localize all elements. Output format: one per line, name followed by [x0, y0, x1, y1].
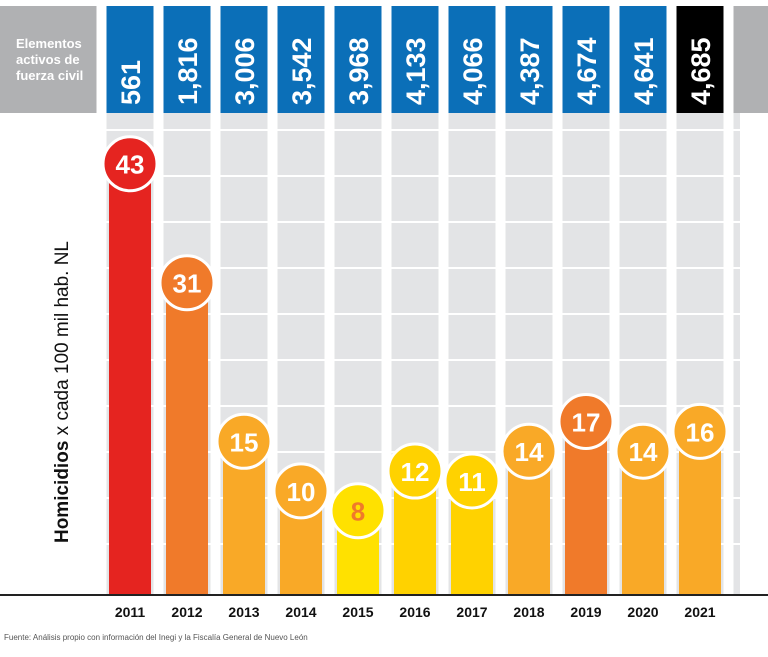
elements-count: 3,968 [344, 37, 374, 105]
header-cell [448, 6, 496, 113]
y-axis-label: Homicidios x cada 100 mil hab. NL [52, 241, 73, 543]
bar [679, 435, 721, 594]
elements-count: 3,006 [230, 37, 260, 105]
header-cell [220, 6, 268, 113]
value-circle [443, 452, 501, 510]
x-tick-label: 2012 [171, 604, 202, 620]
column-gap [495, 6, 506, 594]
value-label: 16 [686, 417, 715, 447]
value-label: 17 [572, 407, 601, 437]
value-circle [101, 135, 159, 193]
x-tick-label: 2015 [342, 604, 373, 620]
bar [109, 167, 151, 594]
column-gap [267, 6, 278, 594]
header-cell [619, 6, 667, 113]
value-label: 15 [230, 427, 259, 457]
elements-count: 4,685 [686, 37, 716, 105]
bar [565, 425, 607, 594]
y-axis-label-bold: Homicidios [52, 441, 73, 543]
column-gap [552, 6, 563, 594]
column-gap [438, 6, 449, 594]
header-cell [163, 6, 211, 113]
value-label: 12 [401, 457, 430, 487]
column-gap [324, 6, 335, 594]
x-tick-label: 2018 [513, 604, 544, 620]
x-tick-label: 2020 [627, 604, 658, 620]
value-circle [500, 422, 558, 480]
x-tick-label: 2016 [399, 604, 430, 620]
column-gap [723, 6, 734, 594]
value-label: 10 [287, 477, 316, 507]
value-label: 31 [173, 269, 202, 299]
x-tick-label: 2013 [228, 604, 259, 620]
value-circle [557, 392, 615, 450]
bar [166, 286, 208, 594]
header-label-line: activos de [16, 52, 80, 67]
header-cell [562, 6, 610, 113]
column-gap [666, 6, 677, 594]
source-note: Fuente: Análisis propio con información … [4, 633, 308, 642]
elements-count: 4,641 [629, 37, 659, 105]
column-gap [153, 6, 164, 594]
value-label: 14 [629, 437, 658, 467]
value-label: 43 [116, 150, 145, 180]
column-gap [96, 6, 107, 594]
header-cell [334, 6, 382, 113]
value-circle [215, 412, 273, 470]
x-tick-label: 2017 [456, 604, 487, 620]
value-circle [158, 254, 216, 312]
value-label: 14 [515, 437, 544, 467]
header-cell [676, 6, 724, 113]
column-gap [609, 6, 620, 594]
header-label-line: Elementos [16, 36, 82, 51]
elements-count: 4,133 [401, 37, 431, 105]
value-circle [671, 402, 729, 460]
header-cell [106, 6, 154, 113]
header-cell [391, 6, 439, 113]
header-label-line: fuerza civil [16, 68, 83, 83]
x-tick-label: 2014 [285, 604, 316, 620]
value-circle [329, 482, 387, 540]
column-gap [210, 6, 221, 594]
x-tick-label: 2011 [115, 604, 146, 620]
column-gap [381, 6, 392, 594]
elements-count: 4,066 [458, 37, 488, 105]
elements-count: 3,542 [287, 37, 317, 105]
value-circle [272, 462, 330, 520]
value-circle [614, 422, 672, 480]
elements-count: 1,816 [173, 37, 203, 105]
elements-count: 4,674 [572, 37, 602, 105]
bar [223, 445, 265, 594]
value-label: 8 [351, 497, 365, 527]
value-circle [386, 442, 444, 500]
x-tick-label: 2019 [570, 604, 601, 620]
y-axis-label-rest: x cada 100 mil hab. NL [52, 241, 73, 441]
elements-count: 561 [116, 60, 146, 105]
elements-count: 4,387 [515, 37, 545, 105]
x-tick-label: 2021 [684, 604, 715, 620]
header-cell [277, 6, 325, 113]
value-label: 11 [458, 467, 486, 497]
header-cell [505, 6, 553, 113]
